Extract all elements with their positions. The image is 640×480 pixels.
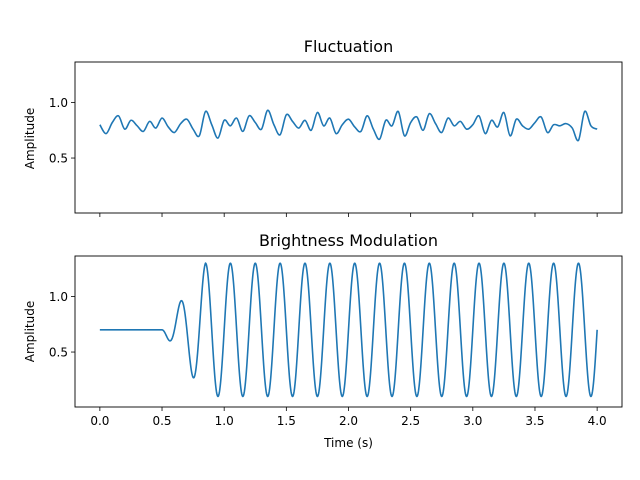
panel-brightness: Brightness Modulation Amplitude Time (s)… xyxy=(23,231,623,450)
y-tick-label: 0.5 xyxy=(49,346,68,360)
tick-labels-fluctuation: 0.5 1.0 xyxy=(49,96,68,166)
axes-frame-fluctuation xyxy=(74,61,623,214)
y-tick-label: 1.0 xyxy=(49,96,68,110)
x-tick-label: 0.5 xyxy=(152,414,171,428)
xlabel-brightness: Time (s) xyxy=(323,436,373,450)
tick-labels-brightness: 0.0 0.5 1.0 1.5 2.0 2.5 3.0 3.5 4.0 0.5 1.0 xyxy=(49,290,607,428)
panel-fluctuation: Fluctuation Amplitude 0.5 1.0 xyxy=(23,37,623,217)
line-fluctuation xyxy=(99,109,598,142)
x-tick-label: 4.0 xyxy=(588,414,607,428)
x-tick-label: 1.5 xyxy=(277,414,296,428)
ylabel-brightness: Amplitude xyxy=(23,301,37,363)
title-brightness: Brightness Modulation xyxy=(259,231,438,250)
y-tick-label: 0.5 xyxy=(49,152,68,166)
ticks-fluctuation xyxy=(71,102,598,217)
x-tick-label: 3.0 xyxy=(463,414,482,428)
ylabel-fluctuation: Amplitude xyxy=(23,108,37,170)
x-tick-label: 2.0 xyxy=(339,414,358,428)
y-tick-label: 1.0 xyxy=(49,290,68,304)
line-brightness xyxy=(99,262,598,398)
x-tick-label: 0.0 xyxy=(90,414,109,428)
ticks-brightness xyxy=(71,296,598,411)
x-tick-label: 1.0 xyxy=(215,414,234,428)
axes-frame-brightness xyxy=(74,255,623,408)
title-fluctuation: Fluctuation xyxy=(304,37,393,56)
x-tick-label: 3.5 xyxy=(525,414,544,428)
x-tick-label: 2.5 xyxy=(401,414,420,428)
